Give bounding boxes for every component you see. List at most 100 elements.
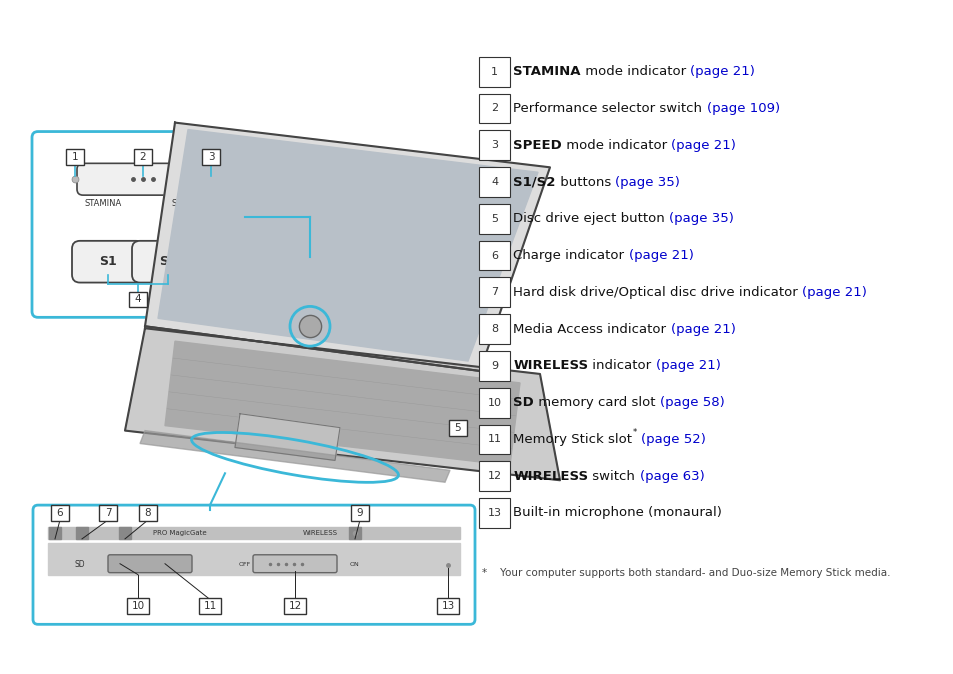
Text: ON: ON — [350, 562, 359, 568]
Text: STAMINA: STAMINA — [84, 199, 121, 208]
FancyBboxPatch shape — [132, 241, 204, 282]
FancyBboxPatch shape — [51, 505, 69, 521]
FancyBboxPatch shape — [284, 599, 306, 615]
Text: 4: 4 — [134, 295, 141, 305]
Text: 5: 5 — [455, 423, 461, 433]
FancyBboxPatch shape — [129, 291, 147, 307]
FancyBboxPatch shape — [478, 351, 510, 381]
Text: 9: 9 — [491, 361, 497, 371]
Text: (page 21): (page 21) — [628, 249, 693, 262]
Polygon shape — [48, 543, 459, 575]
FancyBboxPatch shape — [253, 555, 336, 573]
Text: 3: 3 — [208, 152, 214, 162]
FancyBboxPatch shape — [436, 599, 458, 615]
Text: 6: 6 — [491, 251, 497, 261]
Text: S1: S1 — [99, 255, 117, 268]
Text: 11: 11 — [487, 435, 501, 444]
Text: (page 21): (page 21) — [671, 139, 736, 152]
Polygon shape — [158, 129, 537, 361]
Text: 1: 1 — [491, 67, 497, 77]
FancyBboxPatch shape — [133, 150, 152, 165]
Text: (page 35): (page 35) — [669, 212, 734, 225]
Text: ◄: ◄ — [820, 12, 826, 22]
Text: 6: 6 — [56, 508, 63, 518]
FancyBboxPatch shape — [478, 241, 510, 270]
Text: 4: 4 — [491, 177, 497, 187]
Polygon shape — [349, 527, 360, 539]
Text: Disc drive eject button: Disc drive eject button — [513, 212, 669, 225]
Text: Performance selector switch: Performance selector switch — [513, 102, 706, 115]
Text: 10: 10 — [132, 601, 145, 611]
Text: 13: 13 — [441, 601, 455, 611]
Text: 8: 8 — [145, 508, 152, 518]
FancyBboxPatch shape — [478, 425, 510, 454]
Text: memory card slot: memory card slot — [534, 396, 659, 409]
Text: 8: 8 — [491, 324, 497, 334]
FancyBboxPatch shape — [199, 599, 221, 615]
Text: (page 109): (page 109) — [706, 102, 779, 115]
Text: *: * — [632, 428, 636, 437]
Polygon shape — [145, 123, 550, 371]
Text: (page 21): (page 21) — [690, 65, 755, 78]
Polygon shape — [119, 527, 131, 539]
Text: 10: 10 — [487, 398, 501, 408]
Text: *    Your computer supports both standard- and Duo-size Memory Stick media.: * Your computer supports both standard- … — [481, 568, 889, 578]
FancyBboxPatch shape — [139, 505, 157, 521]
Text: mode indicator: mode indicator — [561, 139, 671, 152]
FancyBboxPatch shape — [478, 388, 510, 418]
FancyBboxPatch shape — [99, 505, 117, 521]
FancyBboxPatch shape — [202, 150, 220, 165]
Text: 7: 7 — [105, 508, 112, 518]
FancyBboxPatch shape — [478, 498, 510, 528]
FancyBboxPatch shape — [71, 241, 144, 282]
Text: 16: 16 — [834, 11, 851, 24]
Text: 9: 9 — [356, 508, 363, 518]
Text: 7: 7 — [491, 287, 497, 297]
Text: 1: 1 — [71, 152, 78, 162]
Text: VAIO: VAIO — [12, 14, 110, 48]
Text: indicator: indicator — [588, 359, 655, 373]
FancyBboxPatch shape — [127, 599, 149, 615]
FancyBboxPatch shape — [478, 278, 510, 307]
Text: 12: 12 — [487, 471, 501, 481]
Text: S1/S2: S1/S2 — [513, 175, 556, 189]
Text: (page 21): (page 21) — [670, 323, 735, 336]
Text: STAMINA: STAMINA — [513, 65, 580, 78]
Text: 2: 2 — [139, 152, 146, 162]
Text: Getting Started: Getting Started — [785, 37, 882, 47]
Text: 2: 2 — [491, 104, 497, 113]
Polygon shape — [76, 527, 88, 539]
FancyBboxPatch shape — [478, 167, 510, 197]
Text: 13: 13 — [487, 508, 501, 518]
Polygon shape — [165, 341, 519, 465]
Polygon shape — [234, 414, 339, 460]
Text: buttons: buttons — [556, 175, 615, 189]
Polygon shape — [48, 527, 459, 539]
Text: PRO MagicGate: PRO MagicGate — [153, 530, 207, 536]
Text: Built-in microphone (monaural): Built-in microphone (monaural) — [513, 506, 721, 520]
Polygon shape — [140, 431, 450, 483]
FancyBboxPatch shape — [66, 150, 84, 165]
FancyBboxPatch shape — [108, 555, 192, 573]
Text: (page 35): (page 35) — [615, 175, 679, 189]
Text: SPEED: SPEED — [172, 199, 198, 208]
Text: ►: ► — [849, 12, 857, 22]
Text: switch: switch — [588, 470, 639, 483]
FancyBboxPatch shape — [478, 130, 510, 160]
Text: (page 21): (page 21) — [655, 359, 720, 373]
Polygon shape — [125, 328, 559, 481]
FancyBboxPatch shape — [77, 163, 209, 195]
Text: Charge indicator: Charge indicator — [513, 249, 628, 262]
Text: SD: SD — [513, 396, 534, 409]
FancyBboxPatch shape — [478, 204, 510, 234]
Text: SD: SD — [74, 560, 85, 570]
Text: 5: 5 — [491, 214, 497, 224]
Text: WIRELESS: WIRELESS — [302, 530, 337, 536]
Text: Media Access indicator: Media Access indicator — [513, 323, 670, 336]
Text: SPEED: SPEED — [513, 139, 561, 152]
Text: 12: 12 — [288, 601, 301, 611]
Text: Memory Stick slot: Memory Stick slot — [513, 433, 632, 446]
FancyBboxPatch shape — [478, 94, 510, 123]
Text: (page 58): (page 58) — [659, 396, 724, 409]
FancyBboxPatch shape — [351, 505, 369, 521]
